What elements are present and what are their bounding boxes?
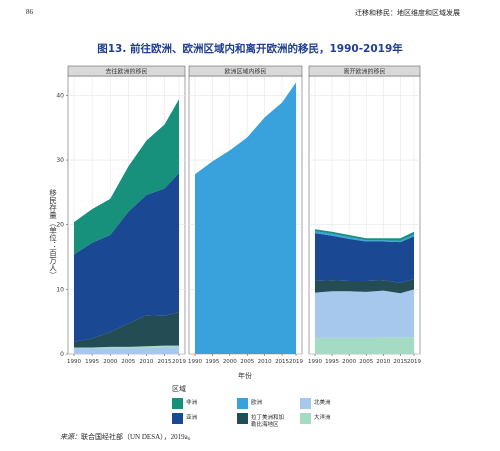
area-oceania — [315, 337, 414, 354]
y-tick-label: 10 — [56, 286, 64, 293]
panel-strip — [308, 65, 421, 77]
panel-2: 欧洲区域内移民 1990 1995 2000 2005 2010 2015 2019 — [188, 65, 303, 365]
y-tick-label: 40 — [56, 92, 64, 99]
x-tick-label: 2019 — [172, 359, 186, 365]
x-tick-label: 2005 — [121, 359, 135, 365]
area-asia — [74, 172, 179, 342]
x-tick-label: 1995 — [325, 359, 339, 365]
area-northern-america — [74, 347, 179, 354]
panel-title: 离开欧洲的移民 — [343, 68, 385, 76]
x-tick-label: 2015 — [393, 359, 407, 365]
y-tick-label: 20 — [56, 222, 64, 229]
x-tick-label: 1995 — [85, 359, 99, 365]
figure-title: 图13. 前往欧洲、欧洲区域内和离开欧洲的移民，1990-2019年 — [97, 43, 403, 55]
x-tick-label: 2010 — [376, 359, 390, 365]
source-text: 联合国经社部（UN DESA），2019a。 — [81, 433, 195, 441]
legend-swatch-africa — [172, 398, 183, 409]
y-axis-title: 移民存量（单位：百万人） — [48, 188, 57, 279]
legend-label-latin-america: 拉丁美洲和加勒比海地区 — [251, 415, 285, 428]
legend-title: 区域 — [172, 385, 186, 393]
panel-1: 去往欧洲的移民 1990 1995 2000 2005 2010 2015 2019 0 10 20… — [56, 65, 186, 365]
x-tick-label: 2010 — [258, 359, 272, 365]
area-latin-america — [74, 311, 179, 348]
area-europe — [195, 82, 296, 354]
x-tick-label: 1990 — [188, 359, 202, 365]
panel-strip — [67, 65, 186, 77]
y-tick-label: 0 — [60, 351, 64, 358]
area-asia — [315, 233, 414, 283]
page-number: 86 — [26, 8, 33, 16]
panel-title: 去往欧洲的移民 — [105, 68, 147, 76]
legend-swatch-asia — [172, 413, 183, 424]
panel-3: 离开欧洲的移民 1990 1995 2000 2005 2010 2015 2019 — [308, 65, 421, 365]
x-tick-label: 1990 — [67, 359, 81, 365]
source-label: 来源： — [60, 433, 81, 441]
x-tick-label: 1995 — [205, 359, 219, 365]
x-axis-title: 年份 — [238, 371, 252, 380]
figure-source: 来源：联合国经社部（UN DESA），2019a。 — [60, 432, 195, 442]
y-tick-label: 30 — [56, 157, 64, 164]
x-tick-label: 2019 — [289, 359, 303, 365]
legend-label-africa: 非洲 — [186, 400, 198, 406]
running-header: 迁移和移民：地区维度和区域发展 — [355, 9, 460, 17]
area-europe — [315, 231, 414, 243]
panel-strip — [188, 65, 303, 77]
legend-swatch-northern-america — [300, 398, 311, 409]
area-africa — [315, 229, 414, 241]
area-latin-america — [315, 279, 414, 294]
legend-label-asia: 亚洲 — [186, 415, 198, 421]
x-tick-label: 2005 — [359, 359, 373, 365]
legend-label-northern-america: 北美洲 — [314, 400, 331, 406]
x-tick-label: 2000 — [342, 359, 356, 365]
area-africa — [74, 99, 179, 255]
x-tick-label: 2010 — [139, 359, 153, 365]
x-tick-label: 2000 — [223, 359, 237, 365]
x-tick-label: 2000 — [103, 359, 117, 365]
legend-swatch-europe — [237, 398, 248, 409]
legend-label-oceania: 大洋洲 — [314, 415, 331, 421]
x-tick-label: 2005 — [240, 359, 254, 365]
panel-title: 欧洲区域内移民 — [224, 68, 266, 76]
x-tick-label: 2019 — [407, 359, 421, 365]
legend-swatch-latin-america — [237, 413, 248, 424]
area-northern-america — [315, 289, 414, 338]
legend-swatch-oceania — [300, 413, 311, 424]
legend-label-europe: 欧洲 — [251, 400, 263, 406]
x-tick-label: 2015 — [158, 359, 172, 365]
x-tick-label: 1990 — [308, 359, 322, 365]
x-tick-label: 2015 — [275, 359, 289, 365]
